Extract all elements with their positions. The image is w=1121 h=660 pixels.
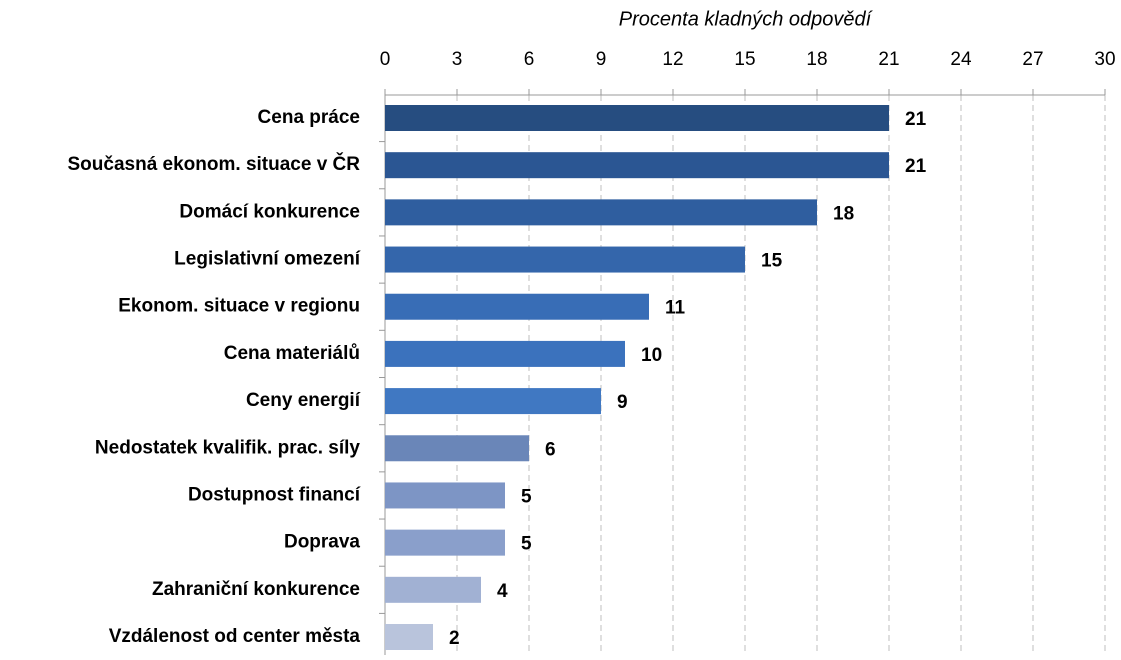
y-tick-label: Ekonom. situace v regionu bbox=[118, 296, 360, 317]
value-label: 9 bbox=[617, 392, 628, 413]
value-label: 15 bbox=[761, 251, 783, 272]
bar bbox=[385, 482, 505, 509]
bar bbox=[385, 152, 889, 179]
bar bbox=[385, 293, 649, 320]
bar bbox=[385, 388, 601, 415]
bar bbox=[385, 435, 529, 462]
y-tick-label: Nedostatek kvalifik. prac. síly bbox=[95, 437, 361, 458]
x-tick-label: 3 bbox=[452, 49, 463, 70]
y-tick-label: Domácí konkurence bbox=[179, 201, 360, 222]
bar bbox=[385, 246, 745, 273]
y-tick-label: Cena práce bbox=[258, 107, 360, 128]
x-tick-label: 18 bbox=[806, 49, 827, 70]
y-tick-label: Zahraniční konkurence bbox=[152, 579, 360, 600]
y-tick-label: Cena materiálů bbox=[224, 343, 360, 364]
y-tick-label: Dostupnost financí bbox=[188, 484, 361, 505]
x-tick-label: 27 bbox=[1022, 49, 1043, 70]
bar bbox=[385, 199, 817, 226]
y-tick-label: Současná ekonom. situace v ČR bbox=[68, 153, 361, 175]
x-tick-label: 24 bbox=[950, 49, 972, 70]
x-tick-label: 9 bbox=[596, 49, 607, 70]
y-tick-label: Legislativní omezení bbox=[174, 249, 361, 270]
y-tick-label: Doprava bbox=[284, 532, 360, 553]
x-tick-label: 30 bbox=[1094, 49, 1115, 70]
value-label: 21 bbox=[905, 109, 927, 130]
bar bbox=[385, 624, 433, 650]
x-tick-label: 12 bbox=[662, 49, 683, 70]
x-tick-label: 21 bbox=[878, 49, 899, 70]
value-label: 5 bbox=[521, 486, 532, 507]
value-label: 5 bbox=[521, 534, 532, 555]
bar bbox=[385, 576, 481, 603]
value-label: 11 bbox=[665, 298, 686, 319]
y-tick-label: Vzdálenost od center města bbox=[109, 626, 361, 647]
bar bbox=[385, 340, 625, 367]
bar bbox=[385, 529, 505, 556]
value-label: 6 bbox=[545, 439, 556, 460]
y-tick-label: Ceny energií bbox=[246, 390, 361, 411]
bar bbox=[385, 105, 889, 131]
x-tick-label: 15 bbox=[734, 49, 755, 70]
value-label: 10 bbox=[641, 345, 662, 366]
x-tick-label: 0 bbox=[380, 49, 391, 70]
value-label: 18 bbox=[833, 203, 854, 224]
x-tick-label: 6 bbox=[524, 49, 535, 70]
value-label: 21 bbox=[905, 156, 927, 177]
chart-title: Procenta kladných odpovědí bbox=[619, 8, 874, 30]
value-label: 4 bbox=[497, 581, 508, 602]
value-label: 2 bbox=[449, 628, 460, 649]
